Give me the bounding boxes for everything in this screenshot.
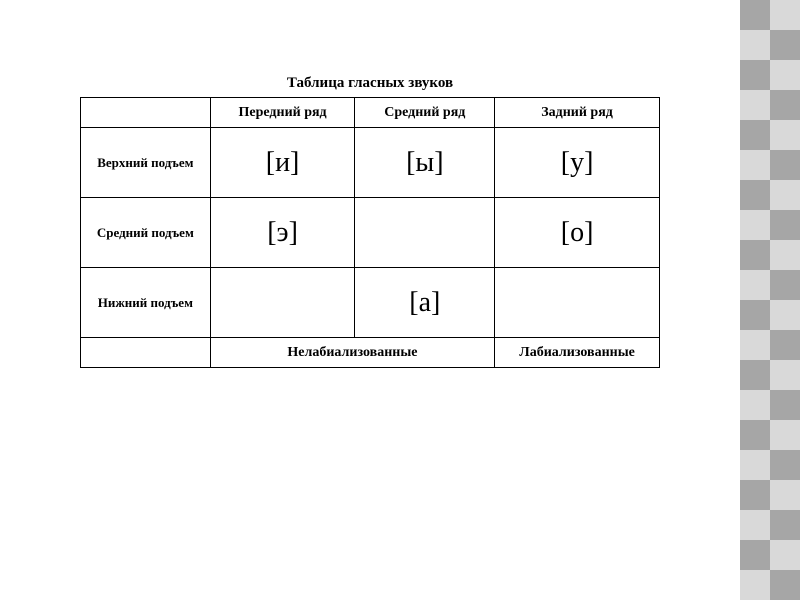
checker-cell (740, 420, 770, 450)
row-label-low: Нижний подъем (81, 268, 211, 338)
checker-cell (770, 420, 800, 450)
vowel-table-container: Таблица гласных звуков Передний ряд Сред… (80, 75, 660, 368)
row-label-middle: Средний подъем (81, 198, 211, 268)
checker-cell (770, 270, 800, 300)
footer-empty (81, 338, 211, 368)
row-label-high: Верхний подъем (81, 128, 211, 198)
footer-nonlab: Нелабиализованные (210, 338, 494, 368)
vowel-middle-back: [о] (495, 198, 660, 268)
row-low: Нижний подъем [а] (81, 268, 660, 338)
checker-cell (770, 540, 800, 570)
checker-cell (770, 210, 800, 240)
vowel-middle-front: [э] (210, 198, 355, 268)
checker-cell (770, 150, 800, 180)
checker-cell (770, 0, 800, 30)
checker-cell (740, 150, 770, 180)
checker-cell (740, 570, 770, 600)
checker-cell (740, 270, 770, 300)
checker-cell (740, 60, 770, 90)
checker-cell (740, 540, 770, 570)
checker-cell (770, 390, 800, 420)
col-header-mid: Средний ряд (355, 98, 495, 128)
checker-cell (770, 240, 800, 270)
row-high: Верхний подъем [и] [ы] [у] (81, 128, 660, 198)
checker-cell (740, 240, 770, 270)
checker-cell (770, 510, 800, 540)
vowel-high-mid: [ы] (355, 128, 495, 198)
footer-lab: Лабиализованные (495, 338, 660, 368)
footer-row: Нелабиализованные Лабиализованные (81, 338, 660, 368)
checker-cell (740, 90, 770, 120)
vowel-low-front (210, 268, 355, 338)
checker-cell (770, 120, 800, 150)
checker-cell (770, 360, 800, 390)
header-row: Передний ряд Средний ряд Задний ряд (81, 98, 660, 128)
checker-cell (740, 210, 770, 240)
checker-cell (740, 510, 770, 540)
checker-cell (770, 330, 800, 360)
checker-cell (740, 180, 770, 210)
vowel-middle-mid (355, 198, 495, 268)
vowel-high-back: [у] (495, 128, 660, 198)
row-middle: Средний подъем [э] [о] (81, 198, 660, 268)
checker-cell (770, 30, 800, 60)
checker-cell (740, 450, 770, 480)
col-header-back: Задний ряд (495, 98, 660, 128)
checker-cell (740, 30, 770, 60)
checker-cell (770, 570, 800, 600)
checker-cell (770, 180, 800, 210)
checker-cell (740, 0, 770, 30)
checker-strip (740, 0, 800, 600)
checker-cell (740, 120, 770, 150)
checker-cell (740, 360, 770, 390)
table-title: Таблица гласных звуков (80, 75, 660, 92)
checker-cell (770, 480, 800, 510)
vowel-high-front: [и] (210, 128, 355, 198)
checker-cell (740, 300, 770, 330)
vowel-table: Передний ряд Средний ряд Задний ряд Верх… (80, 97, 660, 368)
checker-cell (770, 300, 800, 330)
checker-cell (770, 90, 800, 120)
vowel-low-mid: [а] (355, 268, 495, 338)
checker-cell (740, 390, 770, 420)
checker-cell (740, 330, 770, 360)
checker-cell (740, 480, 770, 510)
col-header-front: Передний ряд (210, 98, 355, 128)
checker-cell (770, 450, 800, 480)
vowel-low-back (495, 268, 660, 338)
checker-cell (770, 60, 800, 90)
header-empty (81, 98, 211, 128)
